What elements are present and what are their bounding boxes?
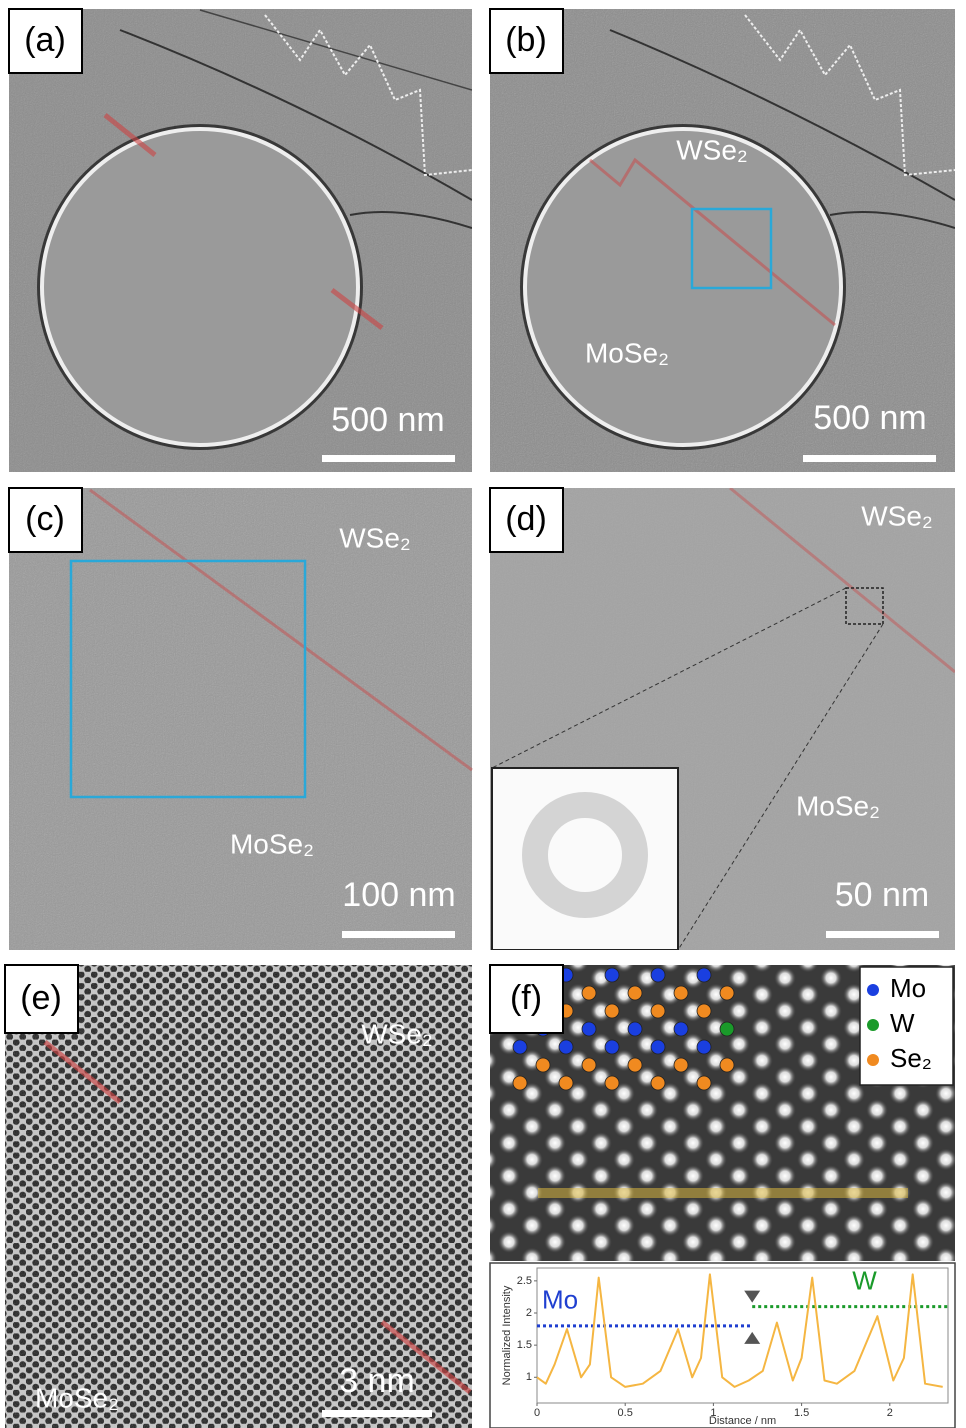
legend-swatch (867, 984, 879, 996)
atom (696, 967, 712, 983)
x-axis-label: Distance / nm (709, 1415, 776, 1427)
material-label: WSe₂ (676, 134, 748, 165)
arrow (744, 1331, 761, 1344)
atom (696, 1075, 712, 1091)
panel-f-image (489, 965, 956, 1428)
scale-bar-label: 100 nm (342, 876, 455, 914)
panel-label: (d) (505, 500, 547, 538)
legend-label: Se₂ (890, 1043, 932, 1073)
atom (719, 985, 735, 1001)
legend-label: Mo (890, 973, 926, 1003)
y-tick-label: 2.5 (517, 1275, 532, 1287)
material-label: WSe₂ (361, 1018, 433, 1049)
y-tick-label: 1.5 (517, 1339, 532, 1351)
scale-bar-label: 3 nm (339, 1362, 415, 1400)
panel-label: (a) (24, 21, 66, 59)
atom (650, 1003, 666, 1019)
profile-plot: 1 1.5 2 2.5 0 0.5 1 1.5 2 Distance / nm Normalized… (501, 1265, 949, 1427)
legend-swatch (867, 1019, 879, 1031)
y-axis-label: Normalized Intensity (501, 1285, 513, 1385)
atom (512, 1075, 528, 1091)
y-tick-label: 1 (526, 1371, 532, 1383)
atom (604, 1003, 620, 1019)
atom (558, 1039, 574, 1055)
panel-label: (e) (20, 979, 62, 1017)
atom (604, 1039, 620, 1055)
atom (673, 985, 689, 1001)
y-tick-label: 2 (526, 1307, 532, 1319)
panel-c-image (9, 488, 473, 950)
atom (512, 1039, 528, 1055)
atom (719, 1057, 735, 1073)
atom (719, 1021, 735, 1037)
arrow (744, 1290, 761, 1303)
material-label: MoSe₂ (230, 828, 314, 859)
panel-label: (f) (510, 979, 542, 1017)
level-label: W (852, 1265, 877, 1295)
material-label: MoSe₂ (796, 790, 880, 821)
scale-bar-label: 500 nm (813, 399, 926, 437)
profile-line (536, 1273, 943, 1388)
atom (696, 1039, 712, 1055)
panel-label: (b) (505, 21, 547, 59)
atom (650, 967, 666, 983)
panel-labels: (a) (b) (c) (d) (e) (f) (4, 8, 564, 1034)
atom (558, 1075, 574, 1091)
atom (581, 1057, 597, 1073)
x-tick-label: 1 (710, 1407, 716, 1419)
atom (581, 1021, 597, 1037)
atom (604, 1075, 620, 1091)
material-label: WSe₂ (861, 500, 933, 531)
panel-a-image (9, 9, 472, 472)
panel-d-image (490, 488, 955, 950)
legend: Mo W Se₂ (867, 973, 932, 1073)
x-tick-label: 0.5 (618, 1407, 633, 1419)
x-tick-label: 2 (887, 1407, 893, 1419)
legend-label: W (890, 1008, 915, 1038)
legend-swatch (867, 1054, 879, 1066)
atom (581, 985, 597, 1001)
material-label: MoSe₂ (35, 1382, 119, 1413)
atom (650, 1039, 666, 1055)
material-label: WSe₂ (339, 522, 411, 553)
annotations: WSe₂ MoSe₂ WSe₂ MoSe₂ WSe₂ MoSe₂ WSe₂ Mo… (35, 134, 933, 1413)
scale-bar-label: 500 nm (331, 401, 444, 439)
material-label: MoSe₂ (585, 337, 669, 368)
atom (535, 1057, 551, 1073)
atom (627, 1057, 643, 1073)
atom (673, 1057, 689, 1073)
x-tick-label: 1.5 (794, 1407, 809, 1419)
atom (627, 1021, 643, 1037)
level-label: Mo (542, 1285, 578, 1315)
atom (604, 967, 620, 983)
atom (673, 1021, 689, 1037)
panel-e-image (5, 965, 472, 1428)
atom (696, 1003, 712, 1019)
atom (627, 985, 643, 1001)
scale-bar-label: 50 nm (835, 876, 930, 914)
plot-area (536, 1267, 949, 1404)
panel-label: (c) (25, 500, 65, 538)
scale-bar-labels: 500 nm 500 nm 100 nm 50 nm 3 nm (331, 399, 929, 1400)
x-tick-label: 0 (534, 1407, 540, 1419)
atom (650, 1075, 666, 1091)
panel-b-image (490, 9, 955, 472)
